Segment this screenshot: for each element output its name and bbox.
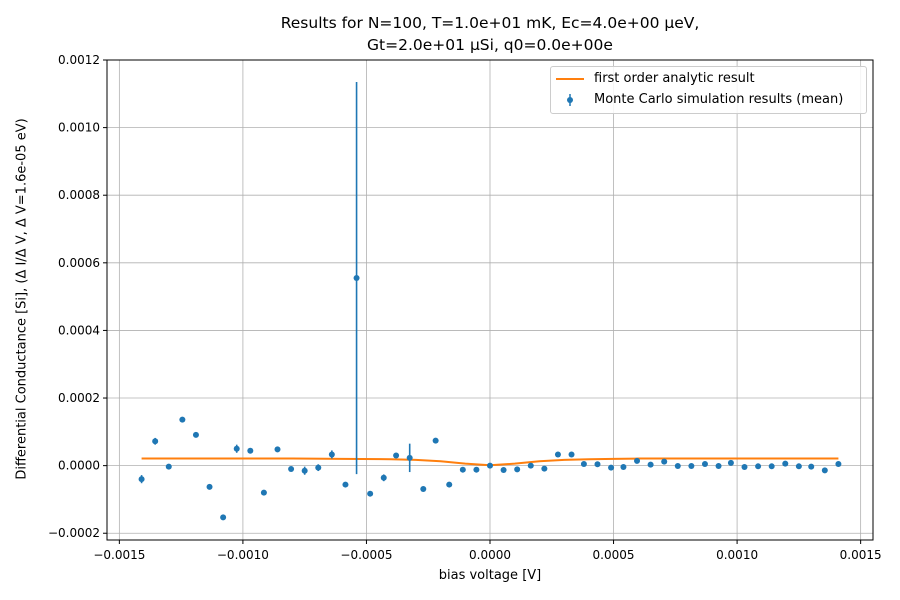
data-point bbox=[835, 460, 842, 467]
data-point bbox=[274, 446, 281, 453]
y-tick-label: 0.0002 bbox=[58, 391, 100, 405]
data-point bbox=[233, 445, 240, 452]
data-point bbox=[795, 463, 802, 470]
data-point bbox=[220, 514, 227, 521]
x-tick-label: 0.0015 bbox=[840, 548, 882, 562]
x-tick-label: −0.0015 bbox=[93, 548, 145, 562]
data-point bbox=[701, 460, 708, 467]
data-point bbox=[260, 489, 267, 496]
data-point bbox=[541, 465, 548, 472]
x-tick-label: 0.0000 bbox=[469, 548, 511, 562]
y-tick-label: 0.0004 bbox=[58, 323, 100, 337]
data-point bbox=[514, 466, 521, 473]
data-point bbox=[420, 485, 427, 492]
data-point bbox=[634, 457, 641, 464]
data-point bbox=[380, 474, 387, 481]
data-point bbox=[353, 275, 360, 282]
y-axis-label: Differential Conductance [Si], (Δ I/Δ V,… bbox=[14, 118, 30, 480]
monte-carlo-series-layer bbox=[138, 81, 842, 521]
data-point bbox=[406, 454, 413, 461]
data-point bbox=[554, 451, 561, 458]
data-point bbox=[432, 437, 439, 444]
analytic-series-layer bbox=[141, 457, 839, 467]
data-point bbox=[715, 462, 722, 469]
data-point bbox=[527, 462, 534, 469]
y-tick-label: 0.0012 bbox=[58, 53, 100, 67]
data-point bbox=[608, 464, 615, 471]
x-axis-label: bias voltage [V] bbox=[438, 568, 542, 583]
data-point bbox=[315, 464, 322, 471]
y-tick-label: 0.0006 bbox=[58, 256, 100, 270]
legend-label-analytic: first order analytic result bbox=[594, 71, 755, 86]
data-point bbox=[301, 467, 308, 474]
data-point bbox=[247, 447, 254, 454]
analytic-result-line bbox=[141, 457, 839, 467]
data-point bbox=[459, 466, 466, 473]
legend: first order analytic result Monte Carlo … bbox=[550, 66, 867, 114]
data-point bbox=[580, 460, 587, 467]
data-point bbox=[821, 467, 828, 474]
x-tick-label: −0.0010 bbox=[217, 548, 269, 562]
data-point bbox=[288, 466, 295, 473]
data-point bbox=[782, 460, 789, 467]
data-point bbox=[393, 452, 400, 459]
data-point bbox=[165, 463, 172, 470]
data-point bbox=[808, 463, 815, 470]
axis-ticks: −0.0015 −0.0010 −0.0005 0.0000 0.0005 0.0010 0… bbox=[48, 53, 882, 562]
y-tick-label: 0.0010 bbox=[58, 121, 100, 135]
data-point bbox=[342, 481, 349, 488]
data-point bbox=[487, 462, 493, 469]
data-point bbox=[768, 463, 775, 470]
data-point bbox=[594, 461, 601, 468]
data-point bbox=[755, 463, 762, 470]
data-point bbox=[473, 466, 480, 473]
data-point bbox=[192, 431, 199, 438]
data-point bbox=[674, 462, 681, 469]
data-point bbox=[741, 463, 748, 470]
y-tick-label: 0.0008 bbox=[58, 188, 100, 202]
data-point bbox=[446, 481, 453, 488]
data-point bbox=[661, 458, 668, 465]
x-tick-label: −0.0005 bbox=[340, 548, 392, 562]
legend-item-analytic: first order analytic result bbox=[551, 69, 866, 89]
data-point bbox=[367, 490, 374, 497]
chart-title-line-2: Gt=2.0e+01 μSi, q0=0.0e+00e bbox=[367, 36, 613, 54]
x-tick-label: 0.0005 bbox=[593, 548, 635, 562]
data-point bbox=[138, 476, 145, 483]
data-point bbox=[620, 463, 627, 470]
data-point bbox=[206, 483, 213, 490]
data-point bbox=[328, 451, 335, 458]
y-tick-label: 0.0000 bbox=[58, 459, 100, 473]
data-point bbox=[568, 451, 575, 458]
legend-line-swatch bbox=[556, 78, 584, 80]
data-point bbox=[688, 462, 695, 469]
legend-errorbar-swatch bbox=[567, 94, 573, 106]
data-point bbox=[500, 467, 507, 474]
legend-item-monte-carlo: Monte Carlo simulation results (mean) bbox=[551, 90, 866, 110]
chart-title-line-1: Results for N=100, T=1.0e+01 mK, Ec=4.0e… bbox=[280, 14, 700, 32]
data-point bbox=[179, 416, 186, 423]
x-tick-label: 0.0010 bbox=[716, 548, 758, 562]
data-point bbox=[152, 438, 159, 445]
legend-label-monte-carlo: Monte Carlo simulation results (mean) bbox=[594, 92, 844, 107]
y-tick-label: −0.0002 bbox=[48, 526, 100, 540]
data-point bbox=[647, 461, 654, 468]
data-point bbox=[727, 459, 734, 466]
